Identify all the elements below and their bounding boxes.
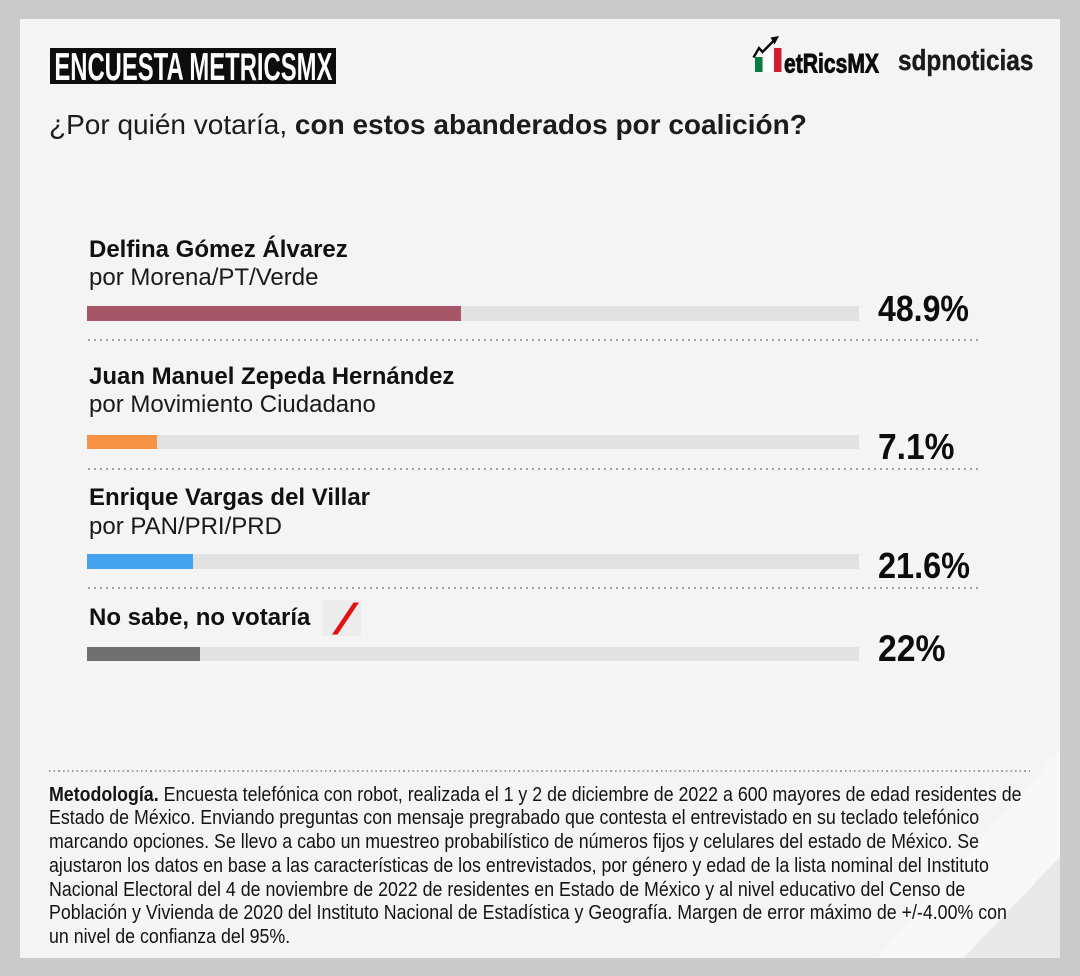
svg-text:etRicsMX: etRicsMX [784,49,879,79]
